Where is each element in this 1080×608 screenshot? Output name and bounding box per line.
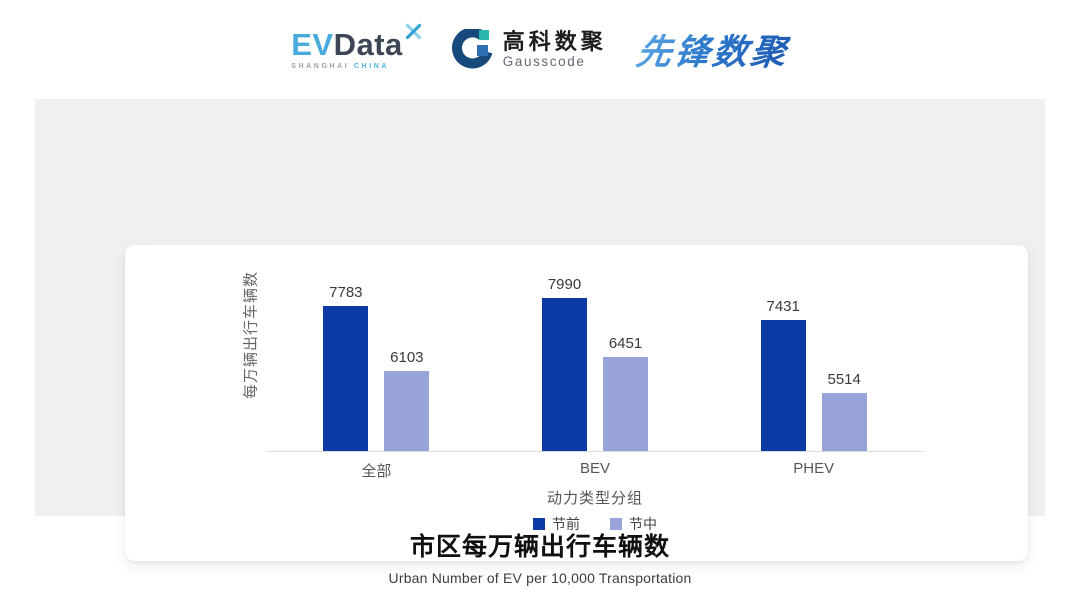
bar-节中-BEV: 6451	[603, 335, 648, 451]
evdata-spark-icon	[405, 23, 421, 40]
gausscode-logo: 高科数聚 Gausscode	[451, 28, 607, 71]
legend: 节前 节中	[267, 514, 923, 534]
legend-label: 节中	[629, 516, 657, 532]
bar-group-PHEV: 7431 5514	[704, 279, 923, 451]
bar-节前-全部: 7783	[323, 284, 369, 451]
bar-value-label: 6103	[390, 349, 424, 366]
evdata-wordmark: EV Data	[291, 23, 422, 62]
category-label-全部: 全部	[361, 463, 392, 480]
bar-value-label: 5514	[827, 371, 861, 388]
bar-value-label: 6451	[608, 335, 643, 352]
bar-节前-PHEV: 7431	[760, 298, 806, 451]
evdata-ev-text: EV	[291, 27, 334, 62]
evdata-shanghai-text: SHANGHAI	[291, 63, 350, 70]
legend-label: 节前	[552, 516, 580, 532]
bar-value-label: 7431	[766, 298, 800, 315]
gausscode-en-text: Gausscode	[502, 53, 586, 69]
y-axis-label: 每万辆出行车辆数	[242, 270, 260, 400]
gausscode-text: 高科数聚 Gausscode	[503, 29, 607, 69]
bar-节前-BEV: 7990	[542, 276, 587, 451]
evdata-data-text: Data	[333, 27, 403, 62]
x-axis-label: 动力类型分组	[546, 490, 643, 507]
evdata-china-text: CHINA	[353, 63, 390, 70]
chart-card: 每万辆出行车辆数 7783 6103 7990 6451 7431 5514 全部 BEV P…	[125, 245, 1028, 561]
plot-area: 7783 6103 7990 6451 7431 5514	[267, 276, 923, 451]
chart-subtitle: Urban Number of EV per 10,000 Transporta…	[388, 570, 692, 586]
legend-swatch	[610, 518, 622, 530]
logo-bar: EV Data SHANGHAI CHINA 高科数聚 Gausscode 先锋数…	[0, 0, 1080, 99]
evdata-subtext: SHANGHAI CHINA	[291, 63, 422, 70]
stage-panel: 每万辆出行车辆数 7783 6103 7990 6451 7431 5514 全部 BEV P…	[35, 99, 1045, 561]
bar-group-BEV: 7990 6451	[486, 276, 705, 451]
bar-节中-PHEV: 5514	[821, 371, 867, 451]
legend-swatch	[533, 518, 545, 530]
bar-value-label: 7783	[329, 284, 363, 301]
x-axis-line	[267, 451, 923, 452]
bar-value-label: 7990	[547, 276, 582, 293]
chart-title: 市区每万辆出行车辆数	[409, 533, 670, 561]
bar-group-全部: 7783 6103	[267, 279, 486, 451]
footer: 市区每万辆出行车辆数 Urban Number of EV per 10,000…	[0, 527, 1080, 586]
pioneer-logo: 先锋数聚	[633, 24, 792, 75]
category-label-BEV: BEV	[580, 460, 611, 477]
legend-item-节前: 节前	[533, 514, 580, 534]
legend-item-节中: 节中	[610, 514, 657, 534]
bar-节中-全部: 6103	[384, 349, 430, 451]
gausscode-icon	[451, 28, 493, 68]
category-row: 全部 BEV PHEV	[267, 460, 923, 481]
category-label-PHEV: PHEV	[793, 460, 835, 477]
gausscode-cn-text: 高科数聚	[502, 29, 607, 55]
evdata-logo: EV Data SHANGHAI CHINA	[291, 23, 422, 70]
